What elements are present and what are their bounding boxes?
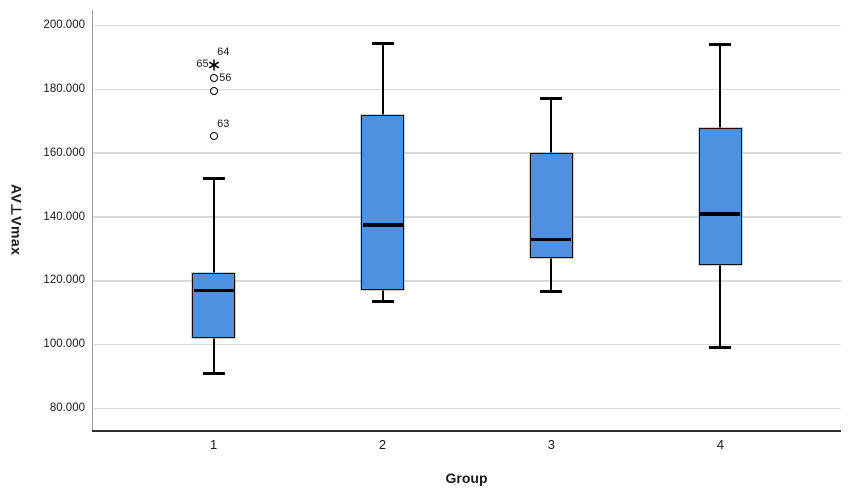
- whisker-cap-upper: [709, 43, 732, 47]
- gridline: [92, 216, 841, 218]
- y-tick-label: 140.000: [43, 210, 85, 223]
- whisker-cap-upper: [371, 41, 394, 45]
- whisker-cap-upper: [202, 177, 225, 181]
- gridline: [92, 24, 841, 27]
- gridline: [92, 152, 841, 154]
- outlier-label: 63: [217, 117, 230, 130]
- whisker-cap-lower: [540, 290, 563, 294]
- y-axis-line: [91, 10, 93, 430]
- y-axis-title: AV⊥Vmax: [8, 184, 25, 256]
- whisker-cap-lower: [371, 300, 394, 304]
- median-line: [700, 212, 741, 216]
- outlier-circle: [209, 74, 218, 83]
- boxplot-box: [698, 127, 742, 265]
- x-tick-label: 2: [378, 437, 387, 452]
- whisker-cap-lower: [709, 346, 732, 350]
- median-line: [193, 288, 234, 293]
- whisker-cap-lower: [202, 371, 225, 375]
- y-tick-label: 100.000: [43, 338, 85, 351]
- gridline: [92, 88, 841, 91]
- median-line: [362, 223, 403, 227]
- outlier-circle: [209, 86, 218, 95]
- outlier-star-icon: [208, 58, 220, 76]
- y-tick-label: 160.000: [43, 146, 85, 159]
- boxplot-box: [192, 272, 236, 339]
- x-axis-line: [92, 429, 841, 432]
- x-tick-label: 4: [716, 437, 724, 452]
- whisker-cap-upper: [540, 97, 563, 101]
- gridline: [92, 407, 841, 410]
- median-line: [531, 237, 572, 242]
- outlier-label: 56: [219, 72, 232, 85]
- x-tick-label: 3: [547, 437, 556, 452]
- y-tick-label: 80.000: [49, 401, 85, 414]
- x-tick-label: 1: [210, 437, 218, 452]
- outlier-circle: [209, 131, 218, 140]
- outlier-label: 65: [196, 57, 209, 70]
- boxplot-box: [529, 153, 573, 259]
- gridline: [92, 343, 841, 346]
- boxplot-box: [361, 114, 405, 291]
- outlier-label: 64: [217, 45, 230, 58]
- y-tick-label: 180.000: [43, 82, 85, 95]
- x-axis-title: Group: [445, 470, 488, 486]
- gridline: [92, 280, 841, 282]
- y-tick-label: 120.000: [43, 274, 85, 287]
- y-tick-label: 200.000: [43, 19, 85, 32]
